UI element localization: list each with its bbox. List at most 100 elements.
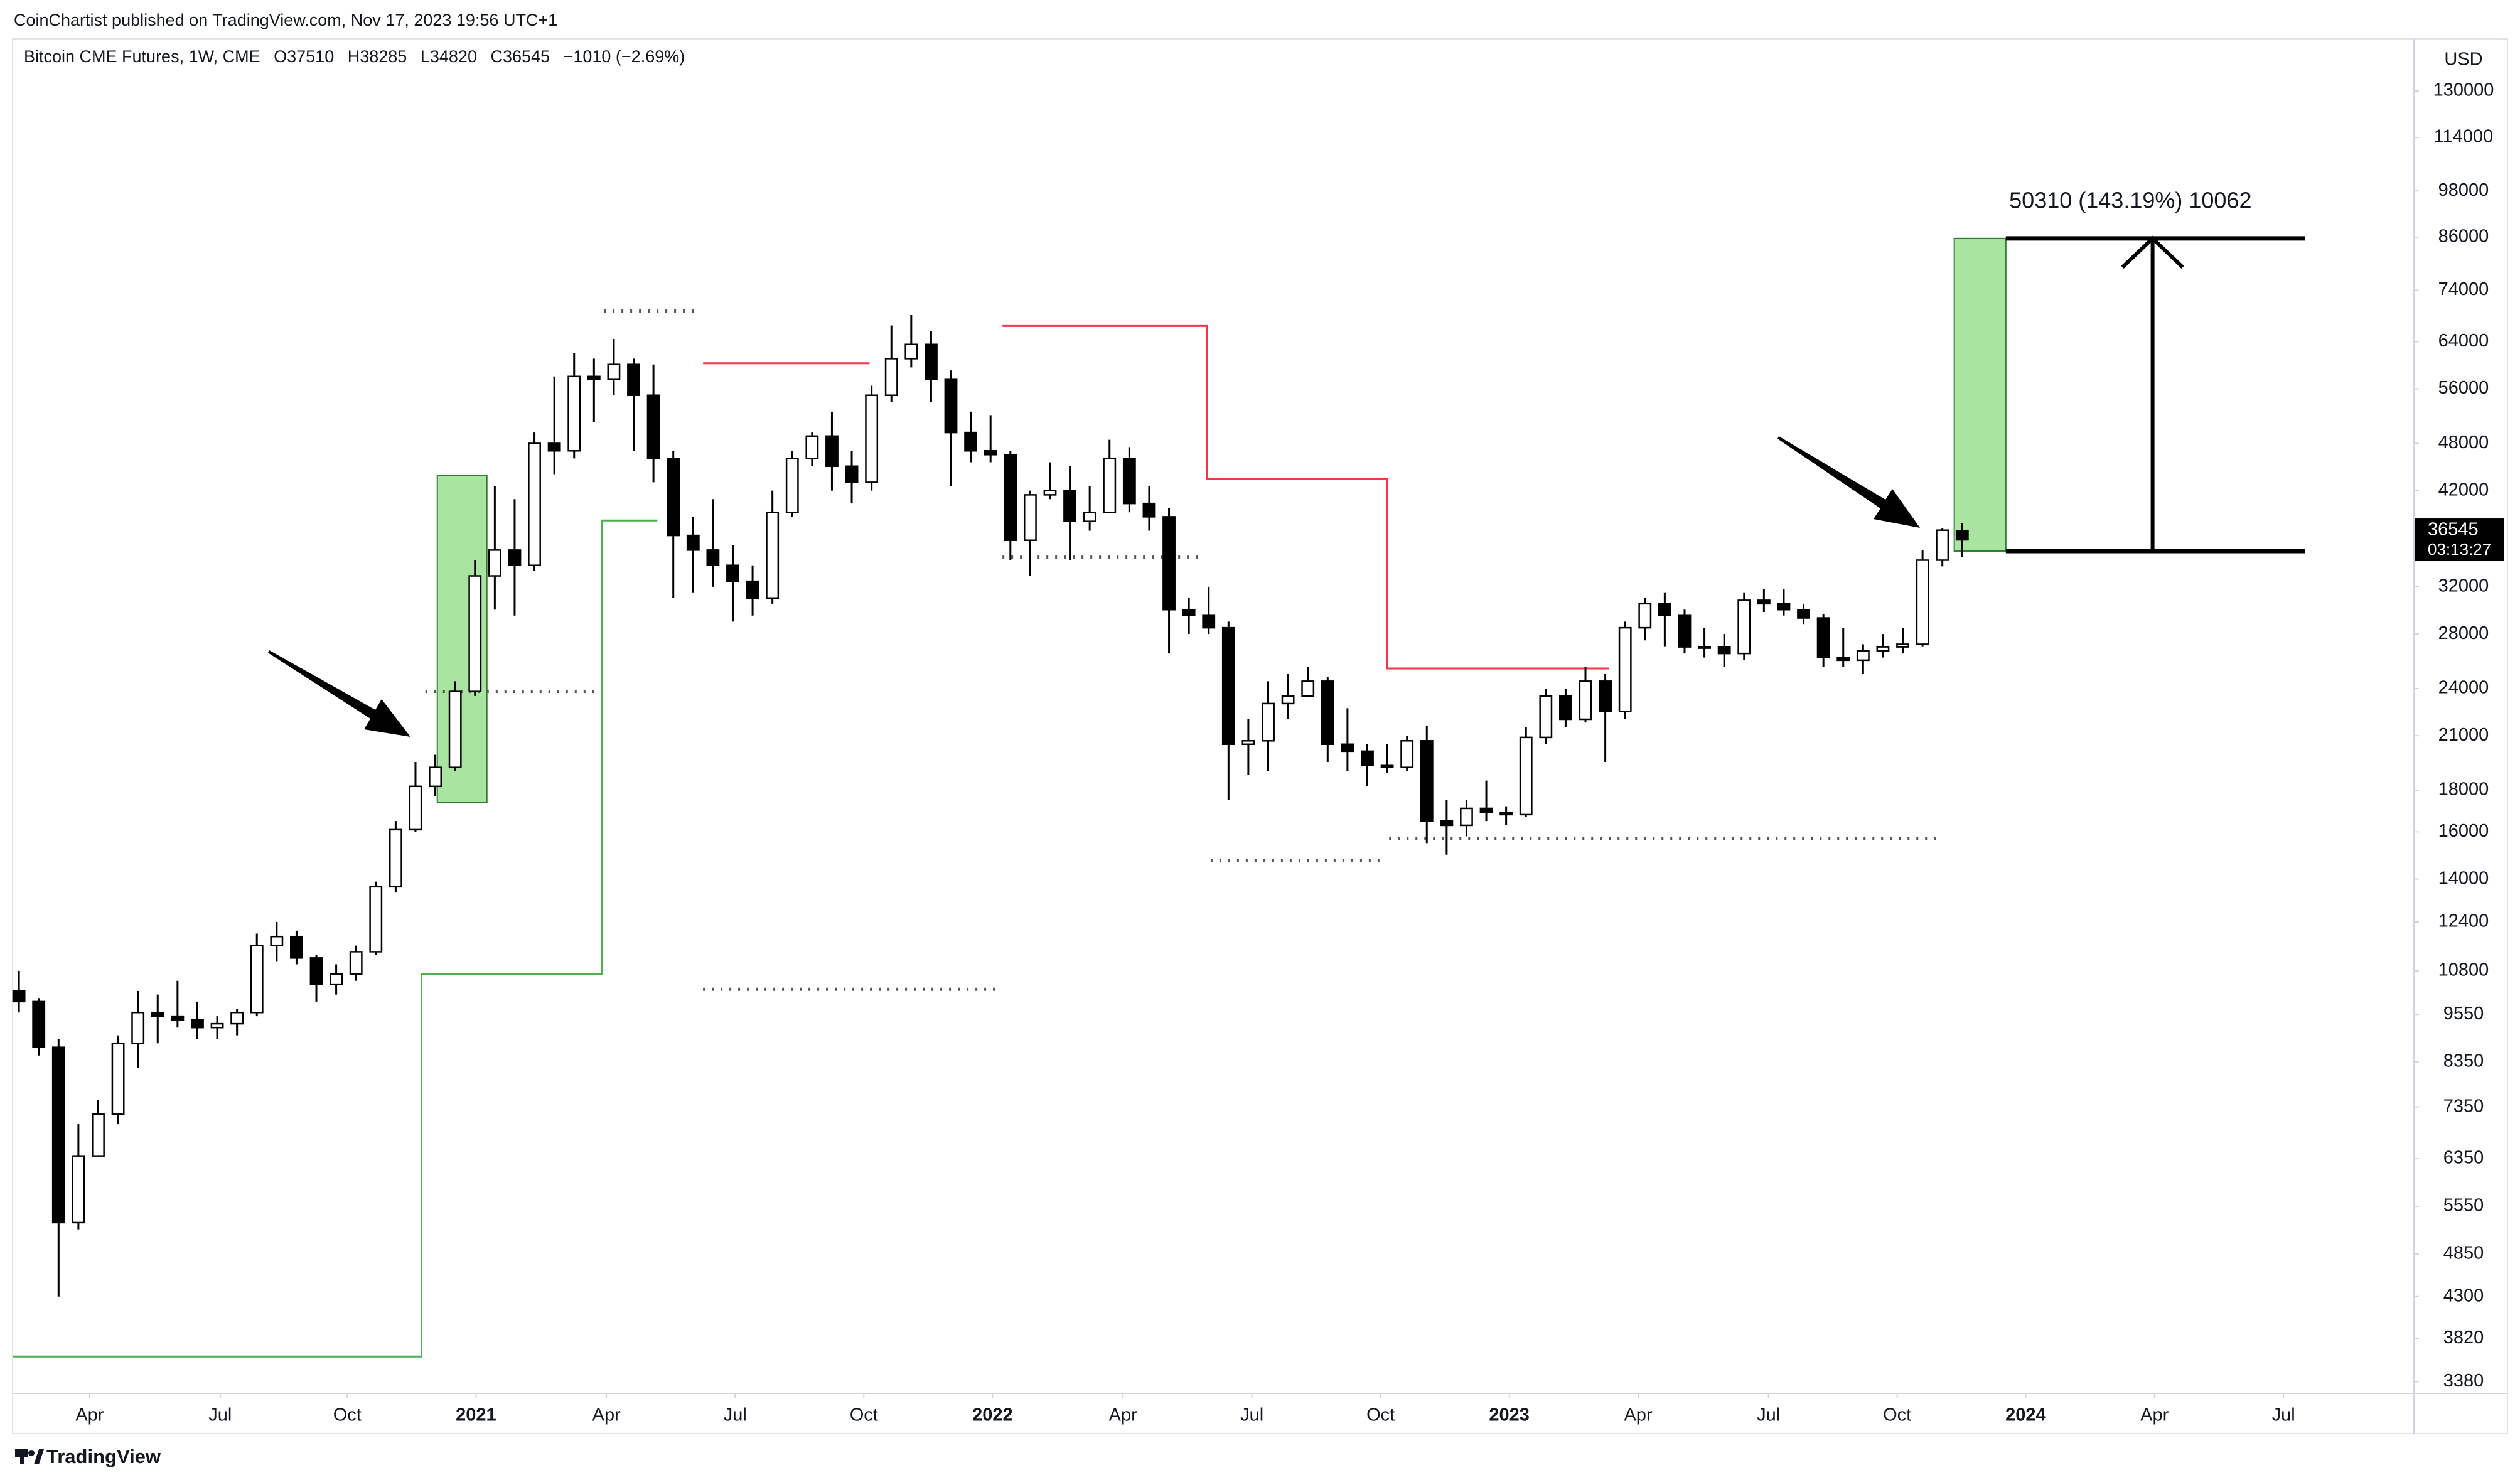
ohlc-prefix: L [421, 47, 430, 66]
candle-body [1737, 599, 1751, 655]
candle-body [151, 1011, 164, 1017]
candle-body [230, 1011, 244, 1025]
x-tick-label: 2023 [1489, 1405, 1530, 1425]
price-label: 36545 [2428, 520, 2479, 540]
highlight-box [1953, 237, 2007, 552]
candle-body [646, 394, 660, 459]
candle-body [567, 375, 581, 452]
y-tick-label: 42000 [2438, 480, 2489, 500]
candle-body [290, 935, 303, 959]
candle-body [1836, 657, 1850, 662]
brand-logo: TradingView [15, 1445, 161, 1467]
candle-body [171, 1015, 185, 1021]
symbol: Bitcoin CME Futures, 1W, CME [24, 47, 260, 66]
candle-body [131, 1011, 145, 1044]
y-tick-label: 10800 [2438, 960, 2489, 980]
candle-body [1142, 502, 1156, 518]
candle-body [1698, 646, 1711, 649]
candle-body [1876, 646, 1890, 652]
x-tick-label: Oct [1883, 1405, 1911, 1425]
y-tick-label: 7350 [2443, 1096, 2484, 1116]
y-tick-label: 21000 [2438, 725, 2489, 745]
candle-body [1083, 511, 1096, 522]
candle-body [12, 990, 26, 1003]
candle-body [825, 435, 839, 468]
countdown: 03:13:27 [2428, 540, 2491, 559]
ohlc-value: 37510 [287, 47, 334, 66]
logo-mark [20, 1449, 24, 1464]
y-tick-label: 3820 [2443, 1327, 2484, 1348]
x-tick-label: Apr [2140, 1405, 2169, 1425]
x-tick-label: Oct [1366, 1405, 1395, 1425]
candle-body [309, 957, 323, 985]
brand-name: TradingView [46, 1445, 161, 1467]
y-tick-label: 74000 [2438, 279, 2489, 299]
candle-body [904, 343, 918, 360]
arrow-annotation [1777, 436, 1920, 528]
x-tick-label: Apr [1624, 1405, 1652, 1425]
candle-body [210, 1022, 224, 1029]
candle-body [1658, 603, 1671, 616]
candle-body [1341, 743, 1354, 753]
y-tick-label: 4300 [2443, 1285, 2484, 1306]
y-tick-label: 130000 [2433, 80, 2494, 100]
candle-body [528, 442, 541, 566]
y-tick-label: 6350 [2443, 1148, 2484, 1168]
candle-body [1479, 807, 1493, 813]
candle-body [1618, 626, 1632, 712]
ohlc-prefix: H [348, 47, 360, 66]
candle-body [1816, 617, 1830, 658]
candle-body [468, 575, 482, 692]
x-tick-label: Jul [1757, 1405, 1780, 1425]
y-tick-label: 24000 [2438, 678, 2489, 698]
x-tick-label: 2024 [2005, 1405, 2046, 1425]
y-tick-label: 16000 [2438, 821, 2489, 841]
candle-body [1856, 650, 1870, 662]
y-tick-label: 56000 [2438, 378, 2489, 398]
candle-body [865, 394, 879, 483]
candle-body [1559, 695, 1572, 721]
candle-body [1400, 740, 1414, 768]
candle-body [1063, 490, 1076, 522]
candle-body [72, 1155, 85, 1224]
candle-body [1539, 695, 1553, 739]
x-tick-label: 2022 [972, 1405, 1013, 1425]
ohlc-value: 36545 [503, 47, 550, 66]
candle-body [1122, 458, 1136, 505]
candle-body [409, 785, 422, 831]
candle-body [111, 1042, 125, 1115]
y-tick-label: 18000 [2438, 780, 2489, 800]
candle-body [686, 534, 700, 551]
candle-body [1103, 458, 1117, 513]
legend-header: Bitcoin CME Futures, 1W, CME O37510 H382… [24, 47, 685, 66]
candle-body [587, 375, 601, 380]
candle-body [92, 1113, 105, 1157]
candle-body [726, 564, 739, 582]
candle-body [1221, 626, 1235, 746]
x-tick-label: Oct [850, 1405, 878, 1425]
y-tick-label: 48000 [2438, 432, 2489, 453]
candle-body [508, 549, 522, 566]
candle-body [1896, 643, 1909, 648]
candle-body [667, 458, 680, 537]
candle-body [1380, 764, 1394, 768]
candle-body [1638, 603, 1652, 629]
x-tick-label: Apr [1109, 1405, 1137, 1425]
candle-body [389, 828, 402, 888]
candle-body [785, 458, 799, 513]
candle-body [1936, 529, 1949, 561]
x-tick-label: Oct [333, 1405, 362, 1425]
candle-body [429, 766, 442, 788]
arrow-annotation [268, 650, 410, 737]
y-tick-label: 8350 [2443, 1051, 2484, 1071]
candle-body [270, 935, 284, 946]
published-note: CoinChartist published on TradingView.co… [14, 11, 557, 29]
candle-body [1241, 740, 1255, 746]
candle-body [805, 435, 819, 459]
candle-body [627, 363, 640, 396]
candle-body [1202, 614, 1216, 629]
candle-body [1004, 454, 1017, 541]
frame [12, 38, 2508, 1434]
measure-label: 50310 (143.19%) 10062 [2009, 187, 2251, 213]
x-tick-label: Apr [592, 1405, 621, 1425]
